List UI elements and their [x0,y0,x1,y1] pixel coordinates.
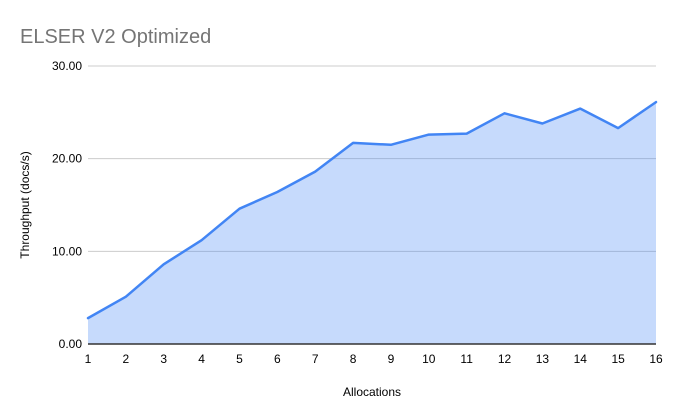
y-tick-label: 0.00 [59,337,83,351]
x-tick-label: 7 [312,352,319,366]
x-tick-label: 13 [536,352,550,366]
x-tick-label: 16 [649,352,663,366]
x-tick-label: 2 [123,352,130,366]
y-tick-label: 20.00 [52,152,82,166]
series-line [86,100,658,320]
x-tick-label: 14 [574,352,588,366]
y-tick-label: 10.00 [52,244,82,258]
x-axis-title: Allocations [343,385,401,399]
y-axis-title: Throughput (docs/s) [18,151,32,258]
series-area [88,102,656,344]
x-tick-label: 8 [350,352,357,366]
x-tick-label: 5 [236,352,243,366]
area-series [86,100,658,344]
x-tick-label: 11 [460,352,473,366]
x-tick-label: 10 [422,352,436,366]
x-tick-label: 4 [198,352,205,366]
x-tick-label: 12 [498,352,512,366]
x-tick-label: 6 [274,352,281,366]
x-tick-label: 3 [160,352,167,366]
y-tick-label: 30.00 [52,59,82,73]
chart-title: ELSER V2 Optimized [20,26,211,48]
x-tick-label: 15 [611,352,625,366]
x-tick-label: 1 [85,352,92,366]
x-tick-label: 9 [388,352,395,366]
